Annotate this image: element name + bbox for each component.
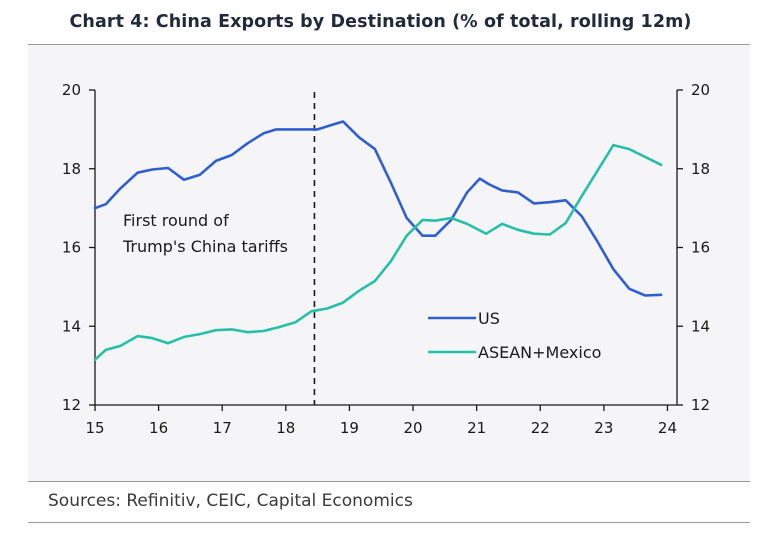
legend-group: US ASEAN+Mexico — [428, 309, 601, 362]
top-rule — [28, 44, 750, 45]
annotation-group: First round of Trump's China tariffs — [122, 92, 316, 405]
bottom-rule — [28, 522, 750, 523]
series-line-asean-mexico — [93, 143, 663, 362]
x-tick-label: 15 — [85, 419, 104, 437]
middle-rule — [28, 481, 750, 482]
axes-group: 12 12 14 14 16 16 18 18 20 20 15 16 17 18 19 20 21 22 23 24 — [62, 81, 710, 437]
right-y-tick-label: 18 — [691, 160, 710, 178]
x-tick-label: 17 — [213, 419, 232, 437]
source-note: Sources: Refinitiv, CEIC, Capital Econom… — [48, 491, 413, 511]
right-y-tick-label: 16 — [691, 239, 710, 257]
left-y-tick-label: 18 — [62, 160, 81, 178]
annotation-line-1: First round of — [123, 211, 229, 230]
chart-title: Chart 4: China Exports by Destination (%… — [69, 12, 692, 32]
x-tick-label: 23 — [594, 419, 613, 437]
left-y-tick-label: 12 — [62, 396, 81, 414]
right-y-tick-label: 14 — [691, 317, 710, 335]
right-y-tick-label: 12 — [691, 396, 710, 414]
left-y-tick-label: 14 — [62, 317, 81, 335]
x-tick-label: 21 — [467, 419, 486, 437]
x-tick-label: 22 — [531, 419, 550, 437]
x-tick-label: 20 — [403, 419, 422, 437]
series-group — [93, 120, 663, 362]
left-y-tick-label: 16 — [62, 239, 81, 257]
x-tick-label: 24 — [658, 419, 677, 437]
left-y-tick-label: 20 — [62, 81, 81, 99]
x-tick-label: 19 — [340, 419, 359, 437]
legend-label-asean-mexico: ASEAN+Mexico — [478, 343, 601, 362]
x-tick-label: 16 — [149, 419, 168, 437]
series-line-us — [93, 120, 663, 297]
x-tick-label: 18 — [276, 419, 295, 437]
annotation-line-2: Trump's China tariffs — [122, 237, 288, 256]
legend-label-us: US — [478, 309, 500, 328]
right-y-tick-label: 20 — [691, 81, 710, 99]
